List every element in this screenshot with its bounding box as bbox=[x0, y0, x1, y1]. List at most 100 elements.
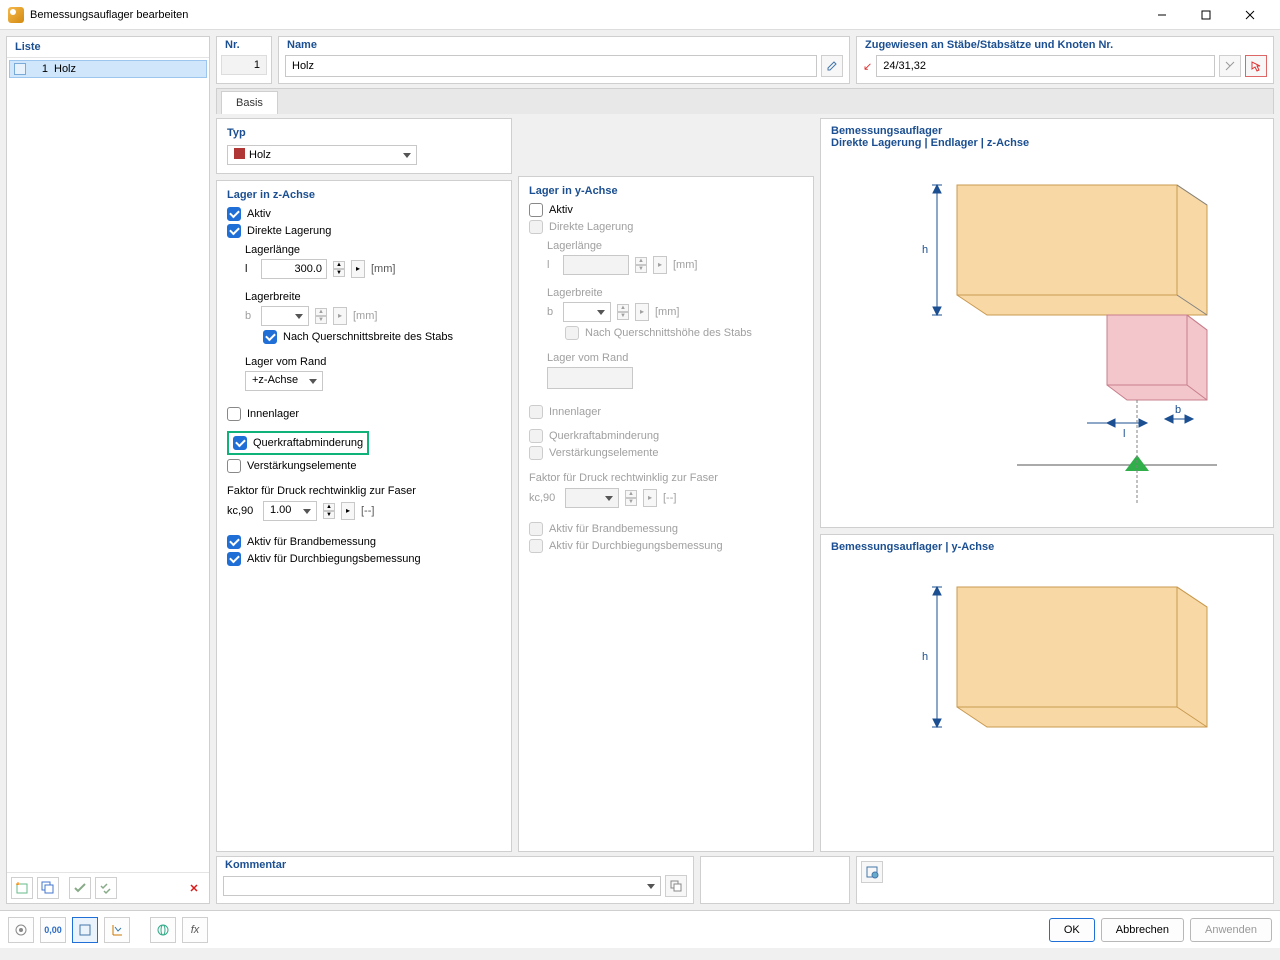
z-edge-label: Lager vom Rand bbox=[245, 356, 501, 368]
help-button[interactable] bbox=[8, 917, 34, 943]
type-select[interactable]: Holz bbox=[227, 145, 417, 165]
titlebar: Bemessungsauflager bearbeiten bbox=[0, 0, 1280, 30]
y-width-unit: [mm] bbox=[655, 306, 679, 318]
side-toolbar: ✕ bbox=[7, 872, 209, 903]
delete-button[interactable]: ✕ bbox=[183, 877, 205, 899]
y-active-checkbox[interactable] bbox=[529, 203, 543, 217]
diagram-y: Bemessungsauflager | y-Achse h bbox=[820, 534, 1274, 852]
z-defl-checkbox[interactable] bbox=[227, 552, 241, 566]
diagram-toolbar bbox=[856, 856, 1274, 904]
side-list-header: Liste bbox=[7, 37, 209, 58]
new-item-button[interactable] bbox=[11, 877, 33, 899]
y-shear-checkbox bbox=[529, 429, 543, 443]
cancel-button[interactable]: Abbrechen bbox=[1101, 918, 1184, 942]
z-defl-label: Aktiv für Durchbiegungsbemessung bbox=[247, 553, 421, 565]
svg-text:b: b bbox=[1175, 404, 1181, 416]
apply-button[interactable]: Anwenden bbox=[1190, 918, 1272, 942]
z-kc-menu[interactable]: ▸ bbox=[341, 502, 355, 520]
z-group: Lager in z-Achse Aktiv Direkte Lagerung … bbox=[216, 180, 512, 852]
y-len-unit: [mm] bbox=[673, 259, 697, 271]
pick-members-button[interactable] bbox=[1219, 55, 1241, 77]
comment-box: Kommentar bbox=[216, 856, 694, 904]
z-len-menu[interactable]: ▸ bbox=[351, 260, 365, 278]
y-active-label: Aktiv bbox=[549, 204, 573, 216]
list-item-swatch bbox=[14, 63, 26, 75]
maximize-button[interactable] bbox=[1184, 0, 1228, 30]
z-width-menu: ▸ bbox=[333, 307, 347, 325]
tool-globe-button[interactable] bbox=[150, 917, 176, 943]
nr-value[interactable]: 1 bbox=[221, 55, 267, 75]
comment-title: Kommentar bbox=[217, 857, 693, 873]
z-reinf-checkbox[interactable] bbox=[227, 459, 241, 473]
y-inner-label: Innenlager bbox=[549, 406, 601, 418]
diagram-settings-button[interactable] bbox=[861, 861, 883, 883]
z-shear-highlight: Querkraftabminderung bbox=[227, 431, 369, 455]
y-kc-menu: ▸ bbox=[643, 489, 657, 507]
list-item[interactable]: 1 Holz bbox=[9, 60, 207, 78]
check-button-2[interactable] bbox=[95, 877, 117, 899]
y-width-select bbox=[563, 302, 611, 322]
y-direct-checkbox bbox=[529, 220, 543, 234]
comment-select[interactable] bbox=[223, 876, 661, 896]
y-len-sym: l bbox=[547, 259, 557, 271]
ok-button[interactable]: OK bbox=[1049, 918, 1095, 942]
z-edge-value: +z-Achse bbox=[252, 374, 298, 386]
main-panel: Nr. 1 Name Zugewiesen an Stäbe/Stabsätze… bbox=[216, 36, 1274, 904]
app-icon bbox=[8, 7, 24, 23]
z-active-checkbox[interactable] bbox=[227, 207, 241, 221]
y-width-menu: ▸ bbox=[635, 303, 649, 321]
diagram-y-title: Bemessungsauflager | y-Achse bbox=[831, 541, 1263, 553]
bottom-bar: 0,00 fx OK Abbrechen Anwenden bbox=[0, 910, 1280, 948]
edit-name-button[interactable] bbox=[821, 55, 843, 77]
check-button-1[interactable] bbox=[69, 877, 91, 899]
z-kc-spinner[interactable]: ▲▼ bbox=[323, 503, 335, 519]
y-fire-checkbox bbox=[529, 522, 543, 536]
assign-icon: ↙ bbox=[863, 60, 872, 73]
pick-select-button[interactable] bbox=[1245, 55, 1267, 77]
z-kc-unit: [--] bbox=[361, 505, 374, 517]
type-title: Typ bbox=[227, 127, 501, 139]
name-label: Name bbox=[279, 37, 849, 53]
z-direct-checkbox[interactable] bbox=[227, 224, 241, 238]
z-len-unit: [mm] bbox=[371, 263, 395, 275]
units-button[interactable]: 0,00 bbox=[40, 917, 66, 943]
tab-basis[interactable]: Basis bbox=[221, 91, 278, 114]
z-width-label: Lagerbreite bbox=[245, 291, 501, 303]
list-item-label: Holz bbox=[54, 63, 76, 75]
diagram-z-title: Bemessungsauflager bbox=[831, 125, 1263, 137]
y-len-menu: ▸ bbox=[653, 256, 667, 274]
z-fire-checkbox[interactable] bbox=[227, 535, 241, 549]
y-defl-checkbox bbox=[529, 539, 543, 553]
z-fire-label: Aktiv für Brandbemessung bbox=[247, 536, 376, 548]
name-input[interactable] bbox=[285, 55, 817, 77]
y-bycross-checkbox bbox=[565, 326, 579, 340]
minimize-button[interactable] bbox=[1140, 0, 1184, 30]
y-kc-spinner: ▲▼ bbox=[625, 490, 637, 506]
z-len-spinner[interactable]: ▲▼ bbox=[333, 261, 345, 277]
list-item-number: 1 bbox=[32, 63, 48, 75]
z-bycross-label: Nach Querschnittsbreite des Stabs bbox=[283, 331, 453, 343]
z-len-input[interactable] bbox=[261, 259, 327, 279]
z-len-label: Lagerlänge bbox=[245, 244, 501, 256]
z-direct-label: Direkte Lagerung bbox=[247, 225, 331, 237]
z-title: Lager in z-Achse bbox=[227, 189, 501, 201]
diagram-y-svg: h bbox=[867, 557, 1227, 767]
z-width-unit: [mm] bbox=[353, 310, 377, 322]
copy-item-button[interactable] bbox=[37, 877, 59, 899]
y-reinf-label: Verstärkungselemente bbox=[549, 447, 658, 459]
comment-library-button[interactable] bbox=[665, 875, 687, 897]
z-edge-select[interactable]: +z-Achse bbox=[245, 371, 323, 391]
type-group: Typ Holz bbox=[216, 118, 512, 174]
z-width-select bbox=[261, 306, 309, 326]
z-kc-select[interactable]: 1.00 bbox=[263, 501, 317, 521]
z-inner-checkbox[interactable] bbox=[227, 407, 241, 421]
z-shear-checkbox[interactable] bbox=[233, 436, 247, 450]
close-button[interactable] bbox=[1228, 0, 1272, 30]
tool-fx-button[interactable]: fx bbox=[182, 917, 208, 943]
z-bycross-checkbox[interactable] bbox=[263, 330, 277, 344]
y-width-label: Lagerbreite bbox=[547, 287, 803, 299]
view-1-button[interactable] bbox=[72, 917, 98, 943]
assign-input[interactable] bbox=[876, 55, 1215, 77]
view-2-button[interactable] bbox=[104, 917, 130, 943]
z-width-spinner: ▲▼ bbox=[315, 308, 327, 324]
